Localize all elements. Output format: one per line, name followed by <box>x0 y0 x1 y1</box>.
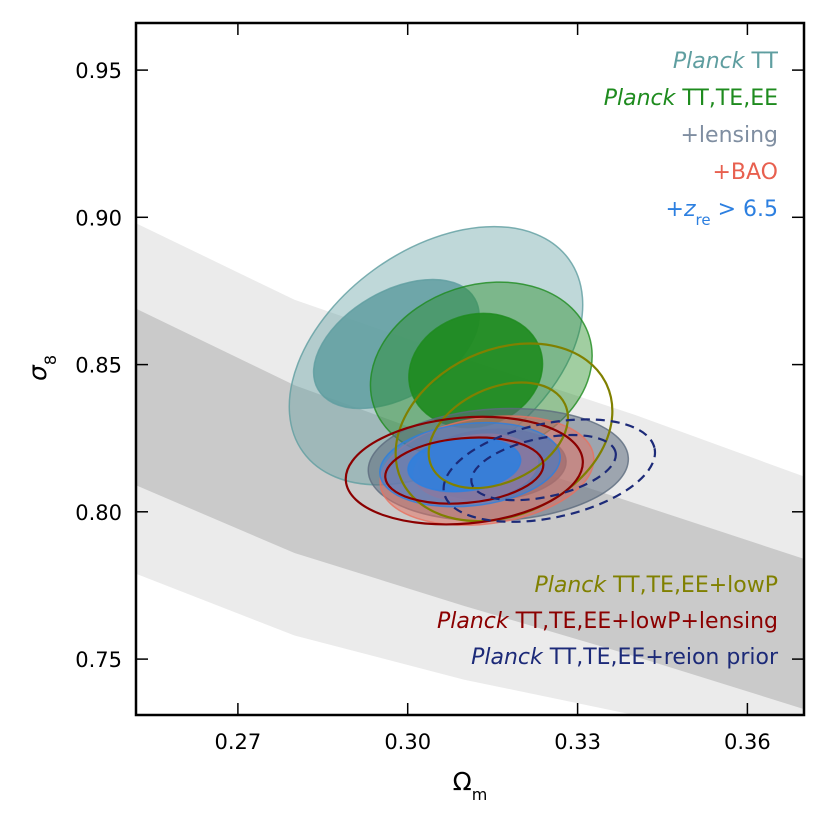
legend-bottom-entry-2: Planck TT,TE,EE+lowP+lensing <box>437 609 778 634</box>
legend-top-entry-4: +BAO <box>712 160 778 185</box>
planck-tt-te-ee-reion-prior-95-contour <box>442 418 657 523</box>
legend-top-entry-5: +zre > 6.5 <box>666 197 779 229</box>
y-tick-label: 0.95 <box>75 59 122 83</box>
legend-bottom-entry-1: Planck TT,TE,EE+lowP <box>534 573 778 598</box>
x-tick-label: 0.27 <box>215 730 262 754</box>
y-tick-label: 0.90 <box>75 206 122 230</box>
axes-frame <box>134 21 806 717</box>
planck-tt-te-ee-reion-prior-68-contour <box>470 433 617 502</box>
legend-top-entry-2: Planck TT,TE,EE <box>604 86 778 111</box>
x-axis-label: Ωm <box>453 767 488 804</box>
y-tick-label: 0.75 <box>75 648 122 672</box>
x-tick-label: 0.33 <box>554 730 601 754</box>
y-tick-label: 0.80 <box>75 501 122 525</box>
legend-top-entry-3: +lensing <box>680 123 778 148</box>
y-axis-label: σ8 <box>23 355 60 381</box>
y-tick-label: 0.85 <box>75 354 122 378</box>
planck-tt-te-ee-lowp-lensing-68-contour <box>384 436 545 505</box>
legend-bottom-entry-3: Planck TT,TE,EE+reion prior <box>471 645 779 670</box>
planck-tt-te-ee-lowp-lensing-95-contour <box>344 415 584 526</box>
x-tick-label: 0.36 <box>724 730 771 754</box>
planck-tt-te-ee-lowp-68-contour <box>427 381 570 490</box>
legend-top-entry-1: Planck TT <box>673 49 779 74</box>
x-tick-label: 0.30 <box>384 730 431 754</box>
